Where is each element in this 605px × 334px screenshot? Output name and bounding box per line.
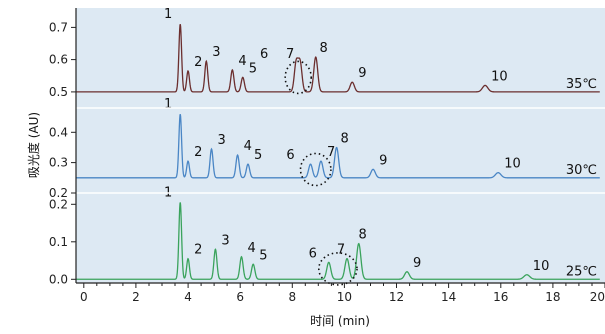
peak-label-0-0: 1 <box>164 7 172 22</box>
peak-label-1-7: 8 <box>340 132 348 147</box>
series-trace-2 <box>76 202 600 280</box>
peak-label-1-1: 2 <box>194 145 202 160</box>
peak-label-0-8: 9 <box>358 66 366 81</box>
y-tick-label-0-2: 0.7 <box>49 20 68 34</box>
temperature-label-1: 30℃ <box>566 163 597 178</box>
x-tick-label-8: 16 <box>493 290 508 304</box>
x-tick-label-5: 10 <box>337 290 352 304</box>
peak-label-1-9: 10 <box>504 157 521 172</box>
temperature-label-0: 35℃ <box>566 77 597 92</box>
x-tick-label-2: 4 <box>184 290 192 304</box>
peak-label-2-1: 2 <box>194 243 202 258</box>
y-tick-label-0-1: 0.6 <box>49 53 68 67</box>
peak-label-2-2: 3 <box>221 233 229 248</box>
peak-label-0-7: 8 <box>320 41 328 56</box>
x-tick-label-3: 6 <box>236 290 244 304</box>
peak-label-0-4: 5 <box>249 61 257 76</box>
peak-label-2-8: 9 <box>413 256 421 271</box>
peak-label-1-4: 5 <box>254 148 262 163</box>
overlap-circle-1 <box>299 152 332 187</box>
x-tick-label-0: 0 <box>80 290 88 304</box>
peak-label-0-3: 4 <box>238 54 246 69</box>
peak-label-2-7: 8 <box>359 228 367 243</box>
y-tick-label-2-0: 0.0 <box>49 272 68 286</box>
peak-label-0-2: 3 <box>212 45 220 60</box>
x-tick-label-4: 8 <box>288 290 296 304</box>
series-trace-0 <box>76 24 600 93</box>
peak-label-1-0: 1 <box>164 97 172 112</box>
peak-label-2-3: 4 <box>248 241 256 256</box>
y-tick-label-2-2: 0.2 <box>49 197 68 211</box>
peak-label-2-9: 10 <box>533 259 550 274</box>
peak-label-0-9: 10 <box>491 69 508 84</box>
series-trace-1 <box>76 113 600 179</box>
y-tick-label-2-1: 0.1 <box>49 235 68 249</box>
peak-label-1-3: 4 <box>244 139 252 154</box>
x-axis-title: 时间 (min) <box>310 314 370 328</box>
x-tick-label-9: 18 <box>545 290 560 304</box>
axes-layer: 0.50.60.70.20.30.40.00.10.20 2 4 6 8 10 12 14 16… <box>49 8 605 304</box>
peak-label-0-6: 7 <box>286 47 294 62</box>
peak-label-1-6: 7 <box>327 145 335 160</box>
y-tick-label-1-1: 0.3 <box>49 156 68 170</box>
peak-label-2-5: 6 <box>309 246 317 261</box>
peak-label-0-1: 2 <box>194 55 202 70</box>
y-tick-label-0-0: 0.5 <box>49 85 68 99</box>
peak-label-1-8: 9 <box>379 153 387 168</box>
overlap-circle-0 <box>284 60 313 95</box>
peak-label-2-6: 7 <box>337 243 345 258</box>
y-tick-label-1-0: 0.2 <box>49 186 68 200</box>
peak-label-1-2: 3 <box>218 133 226 148</box>
peak-label-1-5: 6 <box>286 148 294 163</box>
x-tick-label-1: 2 <box>132 290 140 304</box>
y-tick-label-1-2: 0.4 <box>49 125 68 139</box>
peak-label-2-4: 5 <box>259 248 267 263</box>
temperature-label-2: 25℃ <box>566 264 597 279</box>
peak-label-0-5: 6 <box>260 47 268 62</box>
plot-background <box>76 8 605 283</box>
x-tick-label-7: 14 <box>441 290 456 304</box>
overlap-circle-2 <box>317 252 358 286</box>
x-tick-label-10: 20 <box>590 290 605 304</box>
x-tick-label-6: 12 <box>389 290 404 304</box>
y-axis-title: 吸光度 (AU) <box>26 112 41 178</box>
